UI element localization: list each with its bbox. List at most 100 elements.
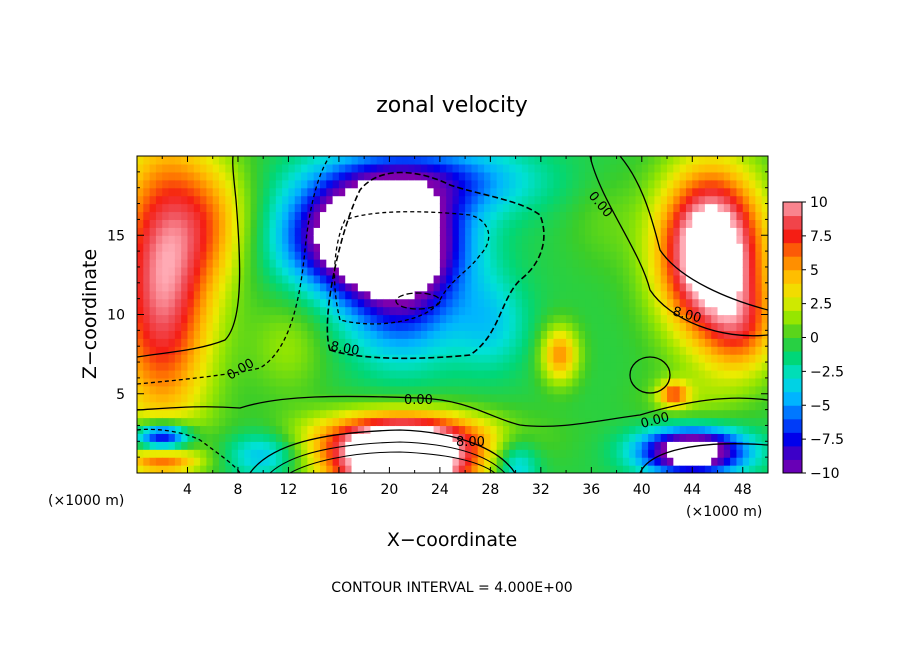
- heatmap-cell: [673, 211, 681, 220]
- heatmap-cell: [629, 425, 637, 434]
- heatmap-cell: [484, 354, 491, 363]
- heatmap-cell: [383, 219, 390, 228]
- heatmap-cell: [509, 219, 517, 228]
- heatmap-cell: [717, 171, 725, 181]
- heatmap-cell: [679, 156, 687, 165]
- heatmap-cell: [559, 346, 567, 355]
- heatmap-cell: [187, 346, 195, 355]
- heatmap-cell: [711, 235, 719, 244]
- heatmap-cell: [263, 163, 271, 173]
- heatmap-cell: [250, 449, 258, 458]
- heatmap-cell: [269, 314, 277, 324]
- heatmap-cell: [622, 354, 630, 363]
- heatmap-cell: [364, 227, 372, 236]
- heatmap-cell: [326, 227, 334, 236]
- heatmap-cell: [635, 417, 643, 427]
- heatmap-cell: [761, 290, 768, 300]
- heatmap-cell: [263, 322, 271, 331]
- heatmap-cell: [761, 211, 768, 220]
- heatmap-cell: [149, 409, 157, 419]
- heatmap-cell: [187, 259, 195, 268]
- heatmap-cell: [357, 274, 365, 284]
- heatmap-cell: [181, 195, 189, 205]
- heatmap-cell: [742, 203, 750, 213]
- heatmap-cell: [143, 211, 151, 220]
- heatmap-cell: [761, 457, 768, 466]
- heatmap-cell: [597, 251, 605, 260]
- heatmap-cell: [465, 314, 473, 324]
- heatmap-cell: [370, 290, 378, 300]
- heatmap-cell: [143, 187, 151, 197]
- heatmap-cell: [496, 251, 504, 260]
- heatmap-cell: [357, 441, 365, 450]
- heatmap-cell: [477, 425, 485, 434]
- heatmap-cell: [313, 203, 321, 213]
- heatmap-cell: [427, 227, 435, 236]
- heatmap-cell: [635, 330, 643, 339]
- heatmap-cell: [547, 457, 555, 466]
- heatmap-cell: [553, 156, 561, 165]
- heatmap-cell: [635, 227, 643, 236]
- heatmap-cell: [282, 393, 290, 403]
- heatmap-cell: [610, 306, 618, 316]
- heatmap-cell: [237, 235, 245, 244]
- heatmap-cell: [629, 465, 637, 473]
- heatmap-cell: [402, 362, 409, 371]
- heatmap-cell: [559, 449, 567, 458]
- heatmap-cell: [282, 243, 290, 252]
- heatmap-cell: [484, 298, 491, 308]
- heatmap-cell: [685, 195, 693, 205]
- heatmap-cell: [509, 354, 517, 363]
- heatmap-cell: [376, 203, 384, 213]
- heatmap-cell: [704, 266, 712, 276]
- heatmap-cell: [357, 187, 365, 197]
- heatmap-cell: [263, 235, 271, 244]
- heatmap-cell: [452, 195, 460, 205]
- heatmap-cell: [446, 251, 454, 260]
- heatmap-cell: [383, 306, 390, 316]
- heatmap-cell: [616, 401, 624, 411]
- heatmap-cell: [603, 156, 611, 165]
- heatmap-cell: [711, 449, 719, 458]
- heatmap-cell: [502, 179, 510, 189]
- heatmap-cell: [345, 156, 353, 165]
- heatmap-cell: [629, 298, 637, 308]
- heatmap-cell: [420, 362, 428, 371]
- heatmap-cell: [269, 377, 277, 387]
- heatmap-cell: [288, 235, 296, 244]
- heatmap-cell: [231, 211, 239, 220]
- heatmap-cell: [629, 290, 637, 300]
- heatmap-cell: [313, 156, 321, 165]
- heatmap-cell: [338, 282, 346, 292]
- heatmap-cell: [635, 449, 643, 458]
- colorbar-band: [783, 310, 802, 325]
- heatmap-cell: [439, 259, 447, 268]
- heatmap-cell: [288, 338, 296, 347]
- heatmap-cell: [143, 401, 151, 411]
- heatmap-cell: [433, 433, 441, 442]
- heatmap-cell: [288, 243, 296, 252]
- heatmap-cell: [679, 266, 687, 276]
- heatmap-cell: [446, 354, 454, 363]
- heatmap-cell: [168, 235, 176, 244]
- heatmap-cell: [193, 417, 201, 427]
- heatmap-cell: [263, 266, 271, 276]
- heatmap-cell: [465, 322, 473, 331]
- heatmap-cell: [717, 457, 725, 466]
- heatmap-cell: [395, 235, 403, 244]
- heatmap-cell: [553, 457, 561, 466]
- heatmap-cell: [275, 195, 283, 205]
- heatmap-cell: [509, 156, 517, 165]
- heatmap-cell: [578, 377, 586, 387]
- heatmap-cell: [471, 306, 479, 316]
- heatmap-cell: [263, 385, 271, 395]
- heatmap-cell: [282, 156, 290, 165]
- heatmap-cell: [389, 393, 397, 403]
- heatmap-cell: [212, 187, 220, 197]
- heatmap-cell: [692, 425, 700, 434]
- heatmap-cell: [256, 449, 264, 458]
- heatmap-cell: [597, 227, 605, 236]
- heatmap-cell: [155, 219, 163, 228]
- heatmap-cell: [477, 227, 485, 236]
- heatmap-cell: [357, 314, 365, 324]
